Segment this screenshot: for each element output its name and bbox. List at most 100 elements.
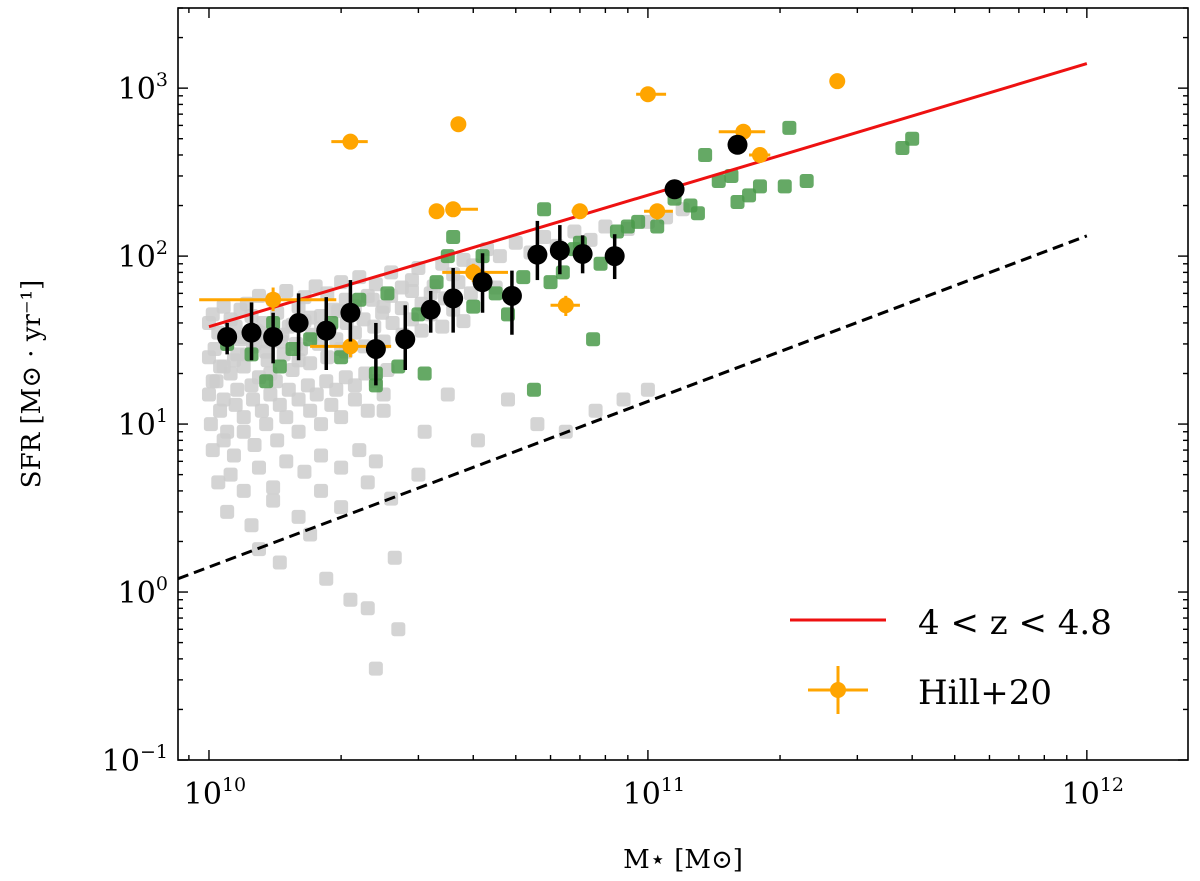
gray-point xyxy=(583,232,598,247)
green-point xyxy=(698,147,713,162)
gray-point xyxy=(291,392,306,407)
gray-point xyxy=(279,283,294,298)
gray-point xyxy=(236,410,251,425)
median-point xyxy=(604,246,625,267)
legend-label-errorbar: Hill+20 xyxy=(918,673,1052,713)
green-point xyxy=(752,179,767,194)
x-axis-label: M⋆ [M⊙] xyxy=(623,845,743,875)
gray-point xyxy=(230,347,245,362)
median-point xyxy=(217,326,238,347)
y-tick-label: 102 xyxy=(118,237,168,275)
median-point xyxy=(501,285,522,306)
reference-line-dashed xyxy=(178,234,1088,581)
green-point xyxy=(799,173,814,188)
gray-point xyxy=(324,397,339,412)
y-tick-label: 10−1 xyxy=(102,741,168,779)
green-point xyxy=(555,265,570,280)
gray-point xyxy=(470,433,485,448)
gray-point xyxy=(356,312,371,327)
plot-frame xyxy=(177,7,1189,761)
gray-point xyxy=(440,387,455,402)
gray-point xyxy=(270,433,285,448)
gray-point xyxy=(360,601,375,616)
green-point xyxy=(334,350,349,365)
median-point xyxy=(395,329,416,350)
gray-point xyxy=(360,475,375,490)
gray-point xyxy=(216,299,231,314)
median-point xyxy=(340,302,361,323)
gray-point xyxy=(247,438,262,453)
hill-point xyxy=(428,203,445,220)
gray-point xyxy=(360,403,375,418)
gray-point xyxy=(205,443,220,458)
green-point xyxy=(543,275,558,290)
median-point xyxy=(549,240,570,261)
gray-point xyxy=(308,279,323,294)
gray-point xyxy=(303,403,318,418)
median-point xyxy=(443,288,464,309)
gray-point xyxy=(230,382,245,397)
median-point xyxy=(572,243,593,264)
green-point xyxy=(593,256,608,271)
gray-point xyxy=(329,382,344,397)
gray-point xyxy=(201,387,216,402)
legend-entry-errorbar: Hill+20 xyxy=(808,666,1052,714)
gray-point xyxy=(203,417,218,432)
median-point xyxy=(365,338,386,359)
gray-point xyxy=(567,224,582,239)
gray-point xyxy=(236,359,251,374)
green-point xyxy=(303,332,318,347)
gray-point xyxy=(291,509,306,524)
gray-point xyxy=(387,550,402,565)
axis-ticks xyxy=(178,7,1188,761)
gray-point xyxy=(588,403,603,418)
gray-point xyxy=(347,392,362,407)
gray-point xyxy=(220,504,235,519)
x-tick-label: 1011 xyxy=(623,774,685,812)
green-point xyxy=(620,219,635,234)
fit-line-red xyxy=(208,62,1088,329)
x-tick-label: 1012 xyxy=(1062,774,1124,812)
green-point xyxy=(380,286,395,301)
gray-point xyxy=(279,410,294,425)
median-point xyxy=(727,134,748,155)
legend: 4 < z < 4.8 Hill+20 xyxy=(790,603,1112,714)
gray-point xyxy=(375,305,390,320)
gray-point xyxy=(376,403,391,418)
hill-point xyxy=(445,201,462,218)
gray-point xyxy=(216,359,231,374)
green-point xyxy=(446,229,461,244)
gray-point xyxy=(205,374,220,389)
hill-point xyxy=(751,146,768,163)
gray-point xyxy=(297,464,312,479)
gray-point xyxy=(216,392,231,407)
green-point xyxy=(586,332,601,347)
gray-point xyxy=(380,362,395,377)
gray-point xyxy=(508,235,523,250)
hill-point xyxy=(342,338,359,355)
median-point xyxy=(316,320,337,341)
gray-point xyxy=(260,353,275,368)
gray-point xyxy=(236,424,251,439)
gray-point xyxy=(263,387,278,402)
gray-point xyxy=(334,410,349,425)
hill-point xyxy=(450,116,467,133)
gray-point xyxy=(207,341,222,356)
gray-point xyxy=(254,403,269,418)
gray-point xyxy=(501,392,516,407)
gray-point xyxy=(291,424,306,439)
gray-point xyxy=(334,460,349,475)
green-point xyxy=(526,382,541,397)
gray-point xyxy=(417,424,432,439)
gray-point xyxy=(303,356,318,371)
green-point xyxy=(683,198,698,213)
gray-point xyxy=(640,382,655,397)
median-point xyxy=(527,244,548,265)
gray-point xyxy=(391,622,406,637)
median-point xyxy=(664,179,685,200)
median-point xyxy=(263,326,284,347)
green-point xyxy=(730,194,745,209)
y-axis-label: SFR [M⊙ · yr⁻¹] xyxy=(17,280,47,488)
